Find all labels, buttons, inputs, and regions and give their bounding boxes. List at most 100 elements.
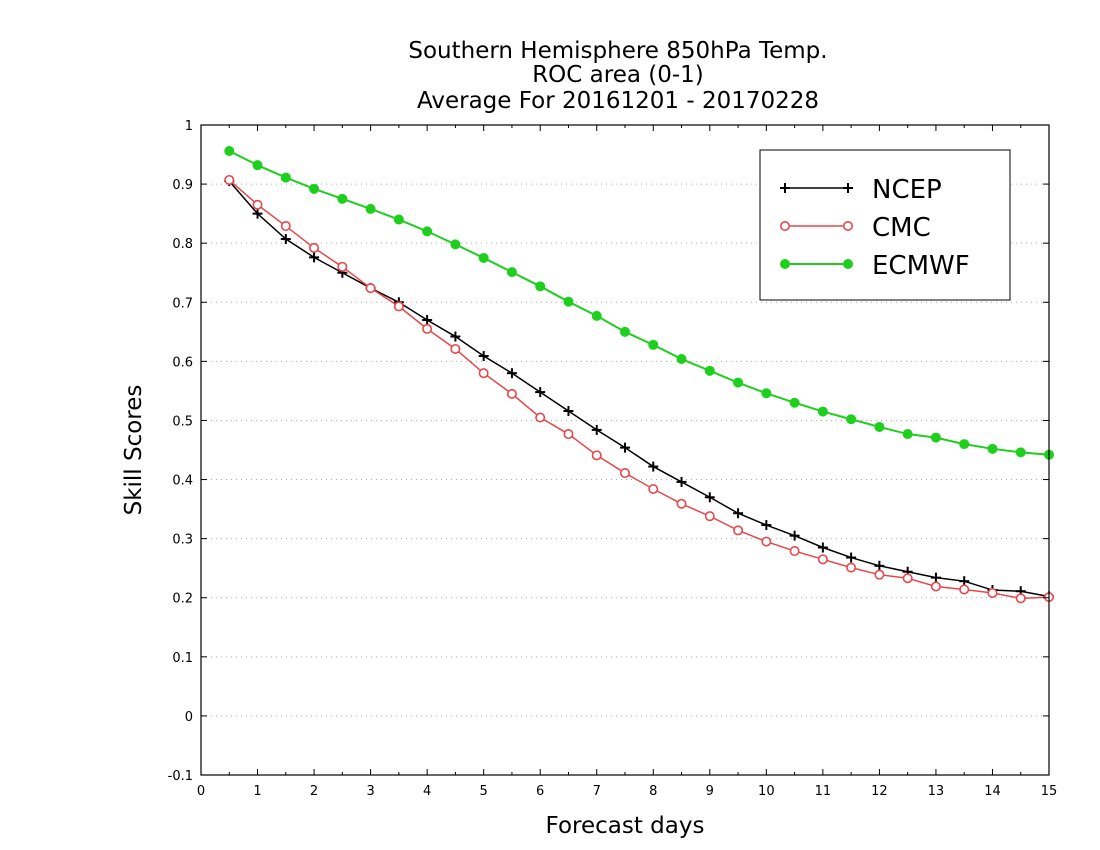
y-tick-label: 1 xyxy=(185,119,193,134)
data-point-ecmwf xyxy=(704,365,715,376)
data-point-ecmwf xyxy=(280,172,291,183)
data-point-cmc xyxy=(450,343,461,354)
data-point-cmc xyxy=(591,450,602,461)
data-point-ecmwf xyxy=(535,281,546,292)
y-tick-label: 0.8 xyxy=(172,237,193,252)
data-point-ncep xyxy=(789,530,800,541)
data-point-ncep xyxy=(252,208,263,219)
data-point-ncep xyxy=(676,476,687,487)
x-tick-label: 10 xyxy=(758,784,775,799)
y-tick-label: 0 xyxy=(185,710,193,725)
data-point-ecmwf xyxy=(365,203,376,214)
data-point-ecmwf xyxy=(1015,447,1026,458)
data-point-cmc xyxy=(252,199,263,210)
series-layer xyxy=(224,146,1055,604)
data-point-cmc xyxy=(846,562,857,573)
data-point-cmc xyxy=(648,483,659,494)
data-point-ecmwf xyxy=(676,354,687,364)
data-point-ecmwf xyxy=(393,214,404,225)
series-cmc xyxy=(224,174,1055,604)
x-tick-label: 15 xyxy=(1041,784,1058,799)
y-tick-label: 0.5 xyxy=(172,414,193,429)
axis-ticks: -0.100.10.20.30.40.50.60.70.80.910 1 2 3 4 5 6… xyxy=(168,119,1058,799)
data-point-ecmwf xyxy=(733,377,744,388)
legend-label-ncep: NCEP xyxy=(872,175,942,205)
data-point-ecmwf xyxy=(309,183,320,194)
y-tick-label: 0.7 xyxy=(172,296,193,311)
data-point-cmc xyxy=(733,525,744,536)
data-point-ecmwf xyxy=(620,326,630,337)
data-point-cmc xyxy=(959,584,970,595)
x-axis-label: Forecast days xyxy=(546,813,705,839)
x-tick-label: 0 xyxy=(197,784,205,799)
x-tick-label: 14 xyxy=(984,784,1001,799)
data-point-ecmwf xyxy=(563,296,574,307)
data-point-ecmwf xyxy=(506,267,517,278)
data-point-ncep xyxy=(450,331,461,342)
data-point-ecmwf xyxy=(450,239,461,250)
data-point-ncep xyxy=(704,492,715,503)
legend: NCEP CMC ECMWF xyxy=(759,149,1011,301)
legend-marker-cmc xyxy=(779,221,790,232)
data-point-cmc xyxy=(902,573,913,584)
data-point-ncep xyxy=(648,461,659,472)
y-tick-label: 0.1 xyxy=(172,651,193,666)
data-point-cmc xyxy=(393,301,404,312)
data-point-ecmwf xyxy=(761,388,772,399)
data-point-ncep xyxy=(591,424,602,435)
data-point-ncep xyxy=(930,572,941,583)
data-point-ncep xyxy=(535,387,546,398)
legend-label-ecmwf: ECMWF xyxy=(872,251,970,281)
x-tick-label: 12 xyxy=(871,784,888,799)
data-point-cmc xyxy=(422,323,433,334)
data-point-ncep xyxy=(422,315,433,325)
data-point-ecmwf xyxy=(252,160,263,171)
data-point-cmc xyxy=(676,498,687,509)
data-point-ncep xyxy=(846,552,857,563)
data-point-cmc xyxy=(365,283,376,294)
x-tick-label: 1 xyxy=(253,784,261,799)
data-point-ecmwf xyxy=(648,339,659,350)
data-point-cmc xyxy=(874,569,885,580)
data-point-cmc xyxy=(789,546,800,557)
x-tick-label: 2 xyxy=(310,784,318,799)
legend-marker-cmc xyxy=(842,221,853,232)
y-tick-label: 0.2 xyxy=(172,592,193,607)
data-point-cmc xyxy=(478,368,489,379)
data-point-cmc xyxy=(1015,593,1026,604)
x-tick-label: 4 xyxy=(423,784,431,799)
x-tick-label: 5 xyxy=(480,784,488,799)
legend-marker-ecmwf xyxy=(780,259,790,269)
legend-label-cmc: CMC xyxy=(872,213,931,243)
data-point-cmc xyxy=(619,468,630,479)
data-point-cmc xyxy=(761,536,772,547)
x-tick-label: 11 xyxy=(815,784,832,799)
chart-title-line-1: Southern Hemisphere 850hPa Temp. xyxy=(408,38,827,64)
chart-title: Southern Hemisphere 850hPa Temp. ROC are… xyxy=(408,38,827,114)
data-point-ecmwf xyxy=(817,406,828,417)
data-point-cmc xyxy=(337,261,348,272)
data-point-ecmwf xyxy=(987,443,998,454)
x-tick-label: 3 xyxy=(366,784,374,799)
x-tick-label: 13 xyxy=(928,784,945,799)
data-point-ecmwf xyxy=(874,421,885,432)
data-point-ecmwf xyxy=(224,146,235,156)
data-point-cmc xyxy=(563,429,574,440)
data-point-ncep xyxy=(761,520,772,531)
data-point-ncep xyxy=(620,442,630,453)
legend-box xyxy=(759,149,1011,301)
legend-item-ecmwf: ECMWF xyxy=(780,251,970,281)
data-point-ecmwf xyxy=(591,310,602,321)
data-point-ncep xyxy=(817,542,828,553)
data-point-cmc xyxy=(930,581,941,592)
data-point-cmc xyxy=(817,554,828,565)
data-point-ecmwf xyxy=(846,414,857,425)
data-point-ecmwf xyxy=(337,193,348,204)
data-point-cmc xyxy=(224,174,235,185)
data-point-ecmwf xyxy=(902,429,913,440)
y-axis-label: Skill Scores xyxy=(121,385,147,516)
y-tick-label: 0.6 xyxy=(172,355,193,370)
y-tick-label: 0.4 xyxy=(172,474,193,489)
series-ecmwf xyxy=(224,146,1054,460)
